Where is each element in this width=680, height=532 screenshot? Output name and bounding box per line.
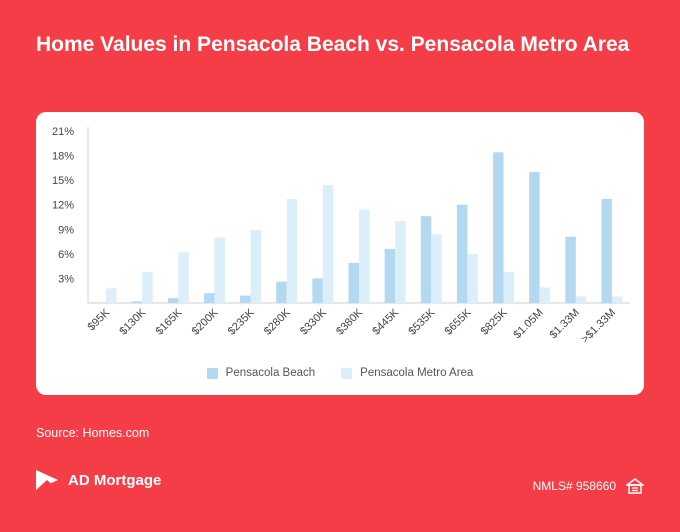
bar-pensacola-metro (286, 198, 298, 303)
bar-pensacola-metro (178, 252, 189, 303)
bar-pensacola-metro (250, 230, 262, 303)
x-tick-label: $235K (226, 306, 257, 337)
y-tick-label: 6% (58, 249, 74, 261)
x-tick-label: $95K (86, 306, 113, 333)
bar-pensacola-metro (214, 237, 225, 303)
brand: AD Mortgage (36, 470, 161, 490)
x-tick-label: $825K (479, 306, 510, 337)
bar-pensacola-beach (601, 198, 612, 303)
bar-pensacola-beach (456, 204, 468, 303)
legend-label-beach: Pensacola Beach (225, 367, 316, 379)
y-tick-label: 15% (52, 175, 74, 187)
x-tick-label: $280K (262, 306, 293, 337)
bar-pensacola-metro (431, 234, 442, 303)
nmls-block: NMLS# 958660 (533, 478, 644, 494)
bar-pensacola-beach (348, 262, 359, 303)
chart-legend: Pensacola Beach Pensacola Metro Area (36, 367, 644, 379)
bar-pensacola-metro (575, 296, 587, 303)
legend-item-beach: Pensacola Beach (206, 367, 316, 379)
y-tick-label: 9% (58, 224, 74, 236)
bar-pensacola-metro (611, 296, 623, 303)
nmls-number: NMLS# 958660 (532, 479, 616, 493)
x-tick-label: $200K (190, 306, 221, 337)
bar-pensacola-metro (467, 253, 478, 303)
bar-pensacola-metro (395, 221, 406, 303)
legend-swatch-beach (206, 367, 218, 379)
ad-mortgage-logo-icon (36, 470, 58, 490)
legend-label-metro: Pensacola Metro Area (360, 367, 474, 379)
x-tick-label: >$1.33M (579, 307, 618, 346)
bar-pensacola-metro (322, 185, 334, 303)
x-tick-label: $380K (334, 306, 365, 337)
x-tick-label: $445K (370, 306, 401, 337)
bar-pensacola-beach (529, 171, 540, 303)
bar-pensacola-metro (142, 271, 153, 303)
y-tick-label: 12% (52, 200, 74, 212)
legend-swatch-metro (341, 367, 353, 379)
bar-chart: 21% 18% 15% 12% 9% 6% 3% $95K $130K $165K $200K $23… (52, 126, 630, 346)
x-tick-label: $1.33M (547, 307, 581, 341)
bar-pensacola-beach (131, 301, 143, 303)
bar-pensacola-beach (203, 293, 215, 303)
y-tick-label: 18% (52, 151, 74, 163)
chart-title: Home Values in Pensacola Beach vs. Pensa… (36, 33, 630, 56)
bar-pensacola-beach (167, 298, 179, 303)
bar-pensacola-beach (312, 278, 323, 303)
bar-pensacola-beach (276, 281, 287, 303)
bar-pensacola-beach (565, 236, 576, 303)
bar-pensacola-metro (539, 287, 551, 303)
bar-pensacola-beach (240, 295, 251, 303)
y-tick-label: 3% (58, 273, 74, 285)
equal-housing-icon (626, 478, 644, 494)
x-tick-label: $165K (153, 306, 184, 337)
x-tick-label: $130K (117, 306, 148, 337)
bar-pensacola-metro (503, 271, 515, 303)
y-tick-label: 21% (52, 126, 74, 138)
x-tick-label: $1.05M (511, 307, 545, 341)
x-tick-label: $535K (406, 306, 437, 337)
bar-pensacola-beach (493, 152, 504, 303)
x-tick-label: $330K (298, 306, 329, 337)
bar-pensacola-beach (384, 248, 396, 303)
brand-name: AD Mortgage (68, 471, 162, 489)
legend-item-metro: Pensacola Metro Area (341, 367, 473, 379)
chart-card: 21% 18% 15% 12% 9% 6% 3% $95K $130K $165K $200K $23… (36, 112, 644, 395)
bar-pensacola-metro (106, 288, 117, 303)
bar-pensacola-beach (420, 216, 432, 303)
x-tick-label: $655K (443, 306, 474, 337)
bar-pensacola-metro (359, 209, 370, 303)
source-text: Source: Homes.com (36, 426, 150, 440)
